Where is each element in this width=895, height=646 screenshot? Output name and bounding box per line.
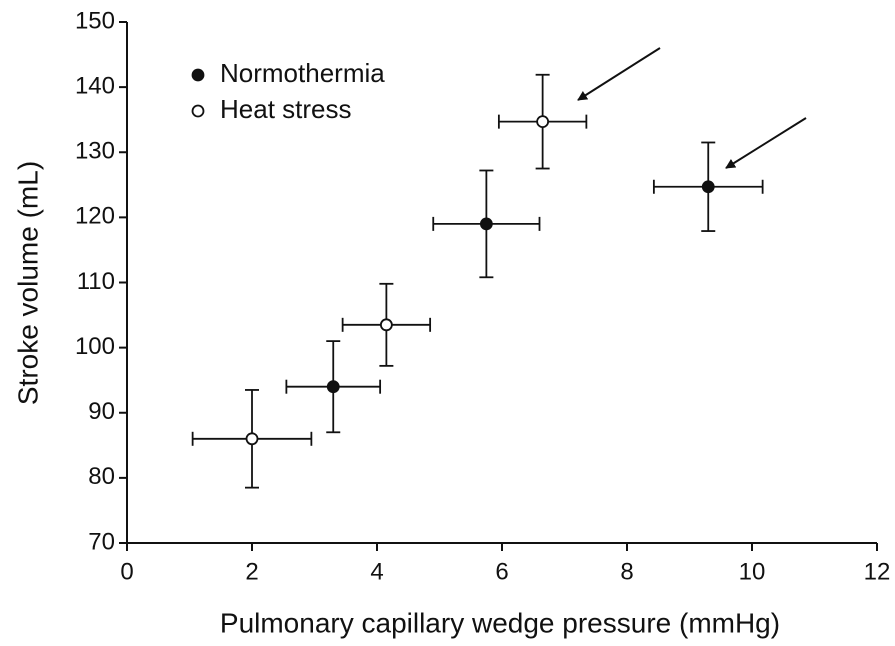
x-tick-label: 8: [620, 558, 633, 585]
x-tick-label: 0: [120, 558, 133, 585]
y-tick-label: 90: [88, 398, 115, 425]
point: [536, 115, 550, 129]
y-tick-label: 100: [75, 333, 115, 360]
point: [245, 432, 259, 446]
legend-label: Normothermia: [220, 58, 385, 88]
arrow: [725, 117, 807, 169]
arrow: [577, 47, 661, 101]
y-tick-label: 130: [75, 138, 115, 165]
x-tick-label: 12: [864, 558, 891, 585]
point: [701, 180, 715, 194]
y-tick-label: 110: [77, 268, 115, 295]
y-tick-label: 150: [75, 7, 115, 34]
point: [379, 318, 393, 332]
y-tick-label: 120: [75, 203, 115, 230]
legend-marker: [191, 68, 205, 82]
legend-marker: [191, 104, 205, 118]
point: [326, 380, 340, 394]
y-tick-label: 80: [88, 463, 115, 490]
y-tick-label: 140: [75, 72, 115, 99]
legend-label: Heat stress: [220, 94, 352, 124]
x-tick-label: 4: [370, 558, 383, 585]
x-tick-label: 6: [495, 558, 508, 585]
point: [479, 217, 493, 231]
y-axis-label: Stroke volume (mL): [12, 161, 43, 405]
x-axis-label: Pulmonary capillary wedge pressure (mmHg…: [220, 607, 780, 638]
x-tick-label: 10: [739, 558, 766, 585]
y-tick-label: 70: [88, 528, 115, 555]
x-tick-label: 2: [245, 558, 258, 585]
